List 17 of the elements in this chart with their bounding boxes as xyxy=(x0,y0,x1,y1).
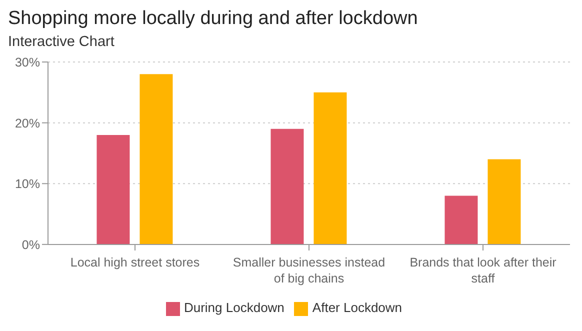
y-tick-label: 0% xyxy=(22,238,40,252)
x-tick-label: Smaller businesses instead of big chains xyxy=(232,255,386,286)
chart-title: Shopping more locally during and after lockdown xyxy=(8,8,419,30)
bar xyxy=(314,92,347,244)
legend-label: After Lockdown xyxy=(312,300,402,316)
x-tick-label: Local high street stores xyxy=(70,255,200,270)
bar xyxy=(140,74,173,244)
chart-subtitle: Interactive Chart xyxy=(8,33,116,52)
bar xyxy=(488,159,521,244)
x-tick-label: Brands that look after their staff xyxy=(410,255,556,286)
y-tick-label: 10% xyxy=(14,177,40,192)
bar xyxy=(270,128,304,244)
y-tick-label: 20% xyxy=(14,116,40,130)
legend-label: During Lockdown xyxy=(184,300,284,316)
bar xyxy=(96,134,130,244)
bar xyxy=(444,196,478,244)
y-tick-label: 30% xyxy=(14,55,40,70)
